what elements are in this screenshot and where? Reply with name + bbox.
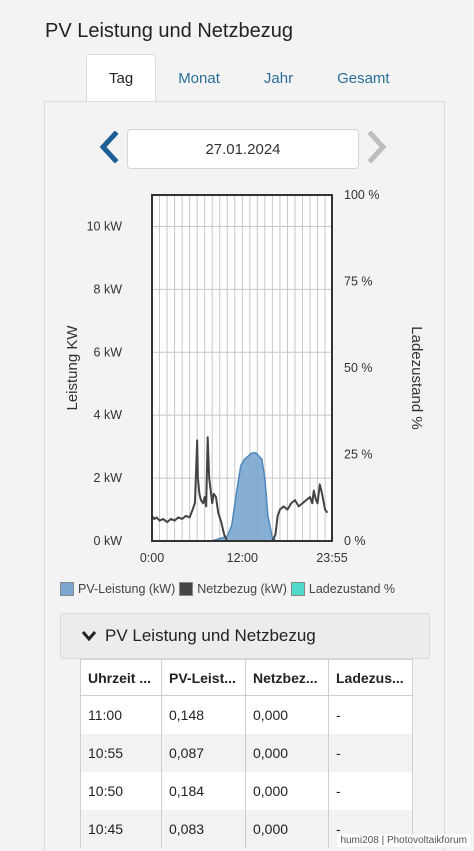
table-header-row: Uhrzeit ... PV-Leist... Netzbez... Ladez… (80, 659, 413, 696)
table-cell: - (328, 695, 413, 734)
y-tick-label: 4 kW (94, 408, 123, 422)
y2-tick-label: 50 % (344, 361, 373, 375)
table-cell: 0,000 (245, 809, 329, 848)
table-cell: 10:50 (80, 771, 162, 810)
next-date-button[interactable] (364, 131, 390, 163)
y2-tick-label: 0 % (344, 534, 366, 548)
table-row: 10:55 0,087 0,000 - (80, 733, 413, 772)
watermark: humi208 | Photovoltaikforum (337, 834, 470, 847)
legend-label-pv: PV-Leistung (kW) (78, 582, 176, 596)
power-chart: 0 kW 2 kW 4 kW 6 kW 8 kW 10 kW 0 % 25 % 50 % 75 %… (64, 188, 425, 565)
y2-tick-label: 75 % (344, 275, 373, 289)
tab-tag[interactable]: Tag (86, 54, 157, 102)
chevron-left-icon (99, 131, 119, 163)
date-display[interactable]: 27.01.2024 (127, 129, 359, 169)
y-tick-label: 0 kW (94, 534, 123, 548)
chevron-down-icon (81, 630, 97, 642)
legend-swatch-pv (60, 582, 74, 596)
column-header-ladezustand[interactable]: Ladezus... (328, 659, 413, 696)
y2-tick-label: 25 % (344, 448, 373, 462)
legend-swatch-netzbezug (179, 582, 194, 596)
y2-axis-title: Ladezustand % (408, 326, 425, 429)
column-header-uhrzeit[interactable]: Uhrzeit ... (80, 659, 162, 696)
table-row: 11:00 0,148 0,000 - (80, 695, 413, 734)
chevron-right-icon (367, 131, 387, 163)
y-tick-label: 10 kW (87, 219, 123, 233)
data-table: Uhrzeit ... PV-Leist... Netzbez... Ladez… (80, 659, 413, 848)
y2-tick-label: 100 % (344, 188, 379, 202)
accordion-header[interactable]: PV Leistung und Netzbezug (60, 613, 430, 659)
tab-monat[interactable]: Monat (178, 69, 220, 87)
page-title: PV Leistung und Netzbezug (45, 20, 293, 42)
legend-item-ladezustand[interactable]: Ladezustand % (290, 582, 396, 596)
legend-label-ladezustand: Ladezustand % (308, 582, 396, 596)
table-cell: 0,087 (161, 733, 246, 772)
table-cell: 0,000 (245, 733, 329, 772)
chart-legend: PV-Leistung (kW) Netzbezug (kW) Ladezust… (60, 582, 399, 596)
series-pv-area (152, 452, 332, 542)
table-cell: - (328, 771, 413, 810)
y-axis-title: Leistung KW (64, 325, 81, 411)
tab-jahr[interactable]: Jahr (263, 69, 294, 87)
x-tick-label: 23:55 (316, 551, 347, 565)
prev-date-button[interactable] (96, 131, 122, 163)
x-tick-label: 12:00 (227, 551, 258, 565)
series-netzbezug-line (151, 436, 329, 542)
y-tick-label: 2 kW (94, 471, 123, 485)
legend-label-netzbezug: Netzbezug (kW) (197, 582, 287, 596)
table-row: 10:50 0,184 0,000 - (80, 771, 413, 810)
tab-gesamt[interactable]: Gesamt (337, 69, 390, 87)
accordion-title: PV Leistung und Netzbezug (105, 626, 316, 645)
x-tick-label: 0:00 (140, 551, 164, 565)
column-header-pv[interactable]: PV-Leist... (161, 659, 246, 696)
table-cell: 11:00 (80, 695, 162, 734)
tab-bar: Tag Monat Jahr Gesamt (86, 54, 412, 102)
table-cell: 0,083 (161, 809, 246, 848)
y-tick-label: 6 kW (94, 345, 123, 359)
y-tick-label: 8 kW (94, 282, 123, 296)
table-cell: 0,148 (161, 695, 246, 734)
column-header-netzbezug[interactable]: Netzbez... (245, 659, 329, 696)
table-cell: 10:45 (80, 809, 162, 848)
table-cell: 0,184 (161, 771, 246, 810)
table-cell: 10:55 (80, 733, 162, 772)
legend-item-netzbezug[interactable]: Netzbezug (kW) (179, 582, 287, 596)
table-cell: - (328, 733, 413, 772)
table-cell: 0,000 (245, 771, 329, 810)
legend-item-pv[interactable]: PV-Leistung (kW) (60, 582, 175, 596)
legend-swatch-ladezustand (290, 582, 305, 596)
table-cell: 0,000 (245, 695, 329, 734)
plot-frame (151, 194, 333, 542)
